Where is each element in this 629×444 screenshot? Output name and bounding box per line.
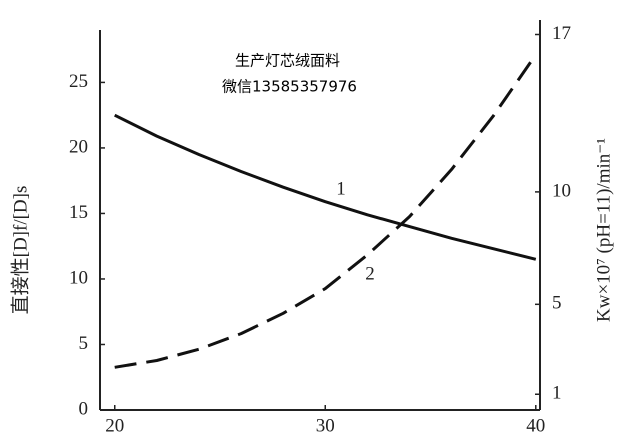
y-tick-label: 5 [79,333,89,354]
y-tick-label: 25 [69,71,88,92]
y-tick-label: 15 [69,202,88,223]
y-tick-label: 10 [69,267,88,288]
curve-label: 1 [336,178,346,199]
y-tick-label: 0 [79,398,89,419]
y-tick-label: 20 [69,136,88,157]
series-line [114,53,538,369]
y2-axis-label: Kw×10⁷ (pH=11)/min⁻¹ [593,138,614,322]
curve-label: 2 [365,263,375,284]
y2-tick-label: 10 [552,180,571,201]
x-tick-label: 40 [526,415,545,436]
y2-tick-label: 1 [552,383,562,404]
y2-tick-label: 5 [552,293,562,314]
x-tick-label: 20 [105,415,124,436]
x-tick-label: 30 [316,415,335,436]
y2-tick-label: 17 [552,23,571,44]
series-line [114,113,537,261]
watermark: 生产灯芯绒面料 [235,52,340,70]
y-axis-label: 直接性[D]f/[D]s [9,186,31,315]
watermark: 微信13585357976 [222,78,357,96]
